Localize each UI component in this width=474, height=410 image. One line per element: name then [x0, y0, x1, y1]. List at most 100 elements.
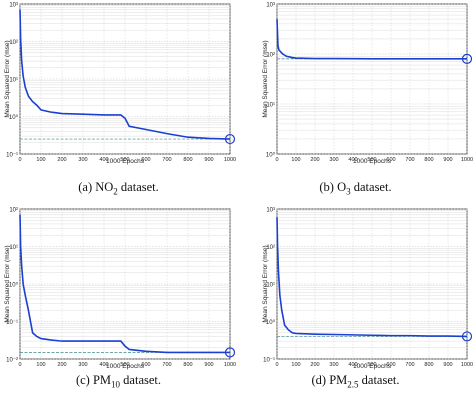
x-tick-label: 900 — [443, 362, 452, 368]
y-tick-label: 10⁻¹ — [6, 320, 18, 326]
x-tick-label: 700 — [405, 157, 414, 163]
x-tick-label: 200 — [57, 362, 66, 368]
panel-pm10: 10⁻² 10⁻¹ 10⁰ 10¹ 10² 0 100 200 300 400 500 600 700 8… — [0, 205, 237, 410]
panel-no2: 10⁻¹ 10⁰ 10¹ 10² 10³ 0 100 200 300 400 500 600 700 80… — [0, 0, 237, 205]
caption-prefix: (d) PM — [311, 373, 348, 387]
caption-prefix: (c) PM — [75, 373, 112, 387]
y-tick-label: 10² — [9, 208, 18, 214]
best-point-marker — [461, 331, 473, 342]
x-tick-label: 900 — [443, 157, 452, 163]
y-tick-label: 10⁰ — [266, 152, 276, 159]
y-tick-label: 10⁻² — [6, 358, 18, 364]
y-tick-label: 10³ — [266, 3, 275, 9]
panel-pm25: 10⁻¹ 10⁰ 10¹ 10² 10³ 0 100 200 300 400 500 600 700 80… — [237, 205, 474, 410]
x-tick-label: 1000 — [224, 362, 236, 368]
caption-subscript: 2 — [113, 186, 118, 197]
y-axis-label: Mean Squared Error (mse) — [262, 40, 269, 117]
y-tick-label: 10⁻¹ — [263, 358, 275, 364]
y-tick-label: 10² — [266, 245, 275, 251]
y-tick-label: 10³ — [9, 3, 18, 9]
x-tick-label: 300 — [329, 157, 338, 163]
x-tick-label: 500 — [120, 362, 129, 368]
x-tick-label: 0 — [275, 362, 278, 368]
best-point-marker — [224, 133, 236, 145]
x-tick-label: 500 — [120, 157, 129, 163]
x-tick-label: 400 — [348, 362, 357, 368]
x-tick-label: 200 — [57, 157, 66, 163]
best-point-marker — [461, 53, 473, 64]
x-tick-label: 300 — [78, 362, 87, 368]
chart-o3: 10⁰ 10¹ 10² 10³ 0 100 200 300 400 500 600 700 800 900… — [262, 3, 473, 166]
caption-subscript: 10 — [111, 379, 121, 390]
chart-pm25: 10⁻¹ 10⁰ 10¹ 10² 10³ 0 100 200 300 400 500 600 700 80… — [262, 208, 473, 371]
caption-subscript: 3 — [346, 186, 351, 197]
chart-no2: 10⁻¹ 10⁰ 10¹ 10² 10³ 0 100 200 300 400 500 600 700 80… — [4, 3, 236, 166]
y-tick-label: 10³ — [266, 208, 275, 214]
x-tick-label: 300 — [78, 157, 87, 163]
x-tick-label: 0 — [18, 157, 21, 163]
y-tick-label: 10⁰ — [9, 282, 19, 289]
y-tick-label: 10⁰ — [266, 319, 276, 326]
x-tick-label: 800 — [183, 362, 192, 368]
y-tick-label: 10¹ — [9, 78, 18, 84]
x-tick-label: 1000 — [461, 362, 473, 368]
caption-pm25: (d) PM2.5 dataset. — [237, 373, 474, 390]
x-tick-label: 700 — [162, 157, 171, 163]
x-tick-label: 1000 — [461, 157, 473, 163]
x-tick-label: 500 — [367, 362, 376, 368]
x-tick-label: 400 — [99, 362, 108, 368]
y-tick-label: 10² — [9, 40, 18, 46]
x-tick-label: 600 — [386, 157, 395, 163]
x-tick-label: 700 — [405, 362, 414, 368]
caption-prefix: (a) NO — [78, 180, 114, 194]
y-axis-label: Mean Squared Error (mse) — [262, 245, 269, 322]
x-tick-label: 200 — [310, 362, 319, 368]
x-tick-label: 800 — [424, 157, 433, 163]
x-tick-label: 100 — [291, 157, 300, 163]
y-tick-label: 10¹ — [266, 103, 275, 109]
x-tick-label: 500 — [367, 157, 376, 163]
training-curve — [19, 214, 230, 354]
x-tick-label: 900 — [204, 157, 213, 163]
caption-subscript: 2.5 — [347, 379, 359, 390]
training-curve — [19, 9, 231, 140]
x-tick-label: 600 — [141, 362, 150, 368]
x-tick-label: 300 — [329, 362, 338, 368]
caption-suffix: dataset. — [350, 180, 392, 194]
x-tick-label: 900 — [204, 362, 213, 368]
x-tick-label: 800 — [183, 157, 192, 163]
x-tick-label: 100 — [36, 157, 45, 163]
x-axis-label: 1000 Epochs — [106, 363, 145, 370]
x-tick-label: 400 — [348, 157, 357, 163]
x-axis-label: 1000 Epochs — [353, 158, 392, 165]
panel-o3: 10⁰ 10¹ 10² 10³ 0 100 200 300 400 500 600 700 800 900… — [237, 0, 474, 205]
x-tick-label: 200 — [310, 157, 319, 163]
x-tick-label: 1000 — [224, 157, 236, 163]
caption-pm10: (c) PM10 dataset. — [0, 373, 237, 390]
x-tick-label: 800 — [424, 362, 433, 368]
x-axis-label: 1000 Epochs — [106, 158, 145, 165]
x-tick-label: 100 — [36, 362, 45, 368]
chart-pm10: 10⁻² 10⁻¹ 10⁰ 10¹ 10² 0 100 200 300 400 500 600 700 8… — [4, 208, 236, 371]
y-tick-label: 10¹ — [266, 283, 275, 289]
caption-suffix: dataset. — [120, 373, 162, 387]
x-axis-label: 1000 Epochs — [353, 363, 392, 370]
x-tick-label: 100 — [291, 362, 300, 368]
training-curve — [276, 19, 467, 60]
caption-o3: (b) O3 dataset. — [237, 180, 474, 197]
x-tick-label: 0 — [275, 157, 278, 163]
y-tick-label: 10¹ — [9, 245, 18, 251]
y-axis-label: Mean Squared Error (mse) — [4, 40, 11, 117]
x-tick-label: 600 — [141, 157, 150, 163]
y-tick-label: 10² — [266, 53, 275, 59]
caption-suffix: dataset. — [358, 373, 400, 387]
y-tick-label: 10⁻¹ — [6, 153, 18, 159]
training-curve — [276, 217, 468, 338]
caption-no2: (a) NO2 dataset. — [0, 180, 237, 197]
caption-suffix: dataset. — [117, 180, 159, 194]
x-tick-label: 400 — [99, 157, 108, 163]
y-axis-label: Mean Squared Error (mse) — [4, 245, 11, 322]
best-point-marker — [224, 347, 236, 358]
x-tick-label: 600 — [386, 362, 395, 368]
